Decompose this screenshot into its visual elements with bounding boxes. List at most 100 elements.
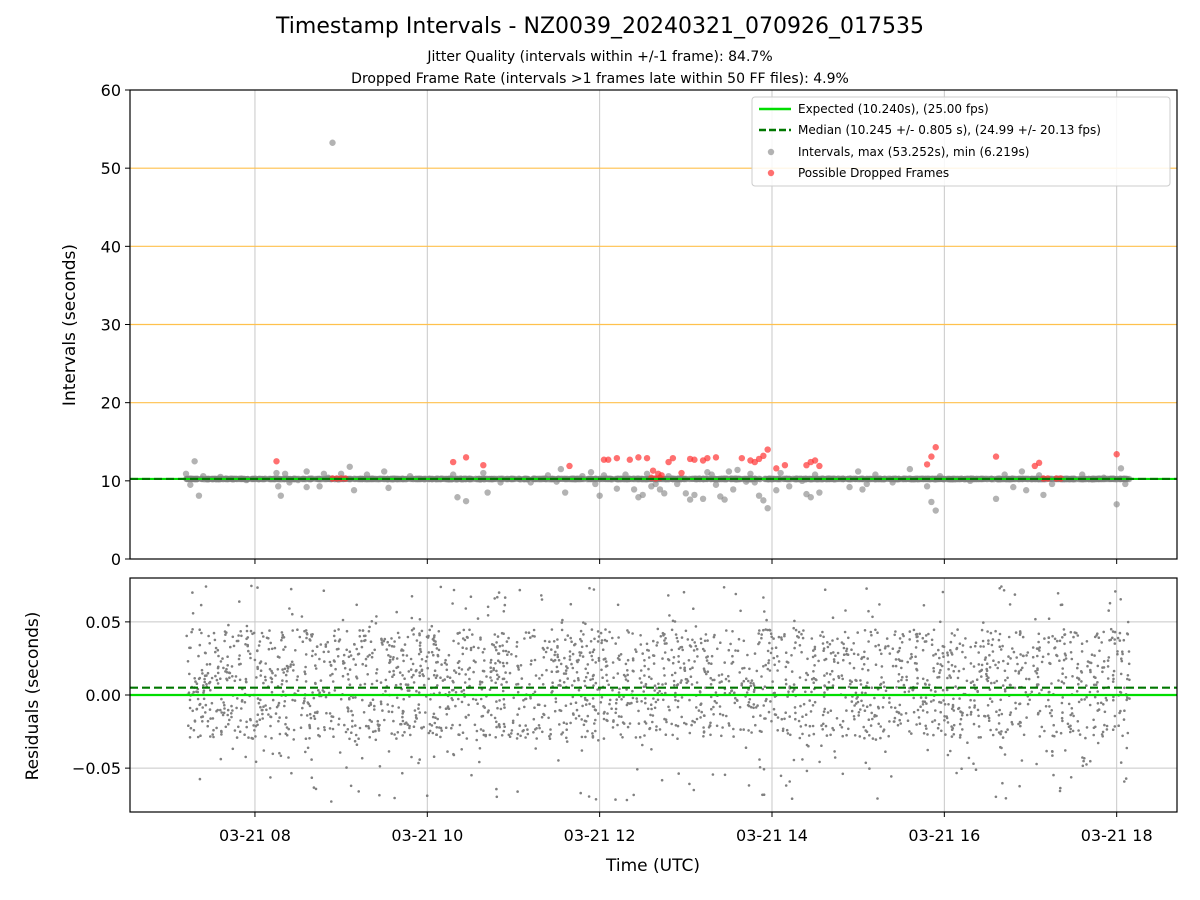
residual-point [638,735,642,739]
residual-point [941,590,945,594]
residual-point [600,641,603,645]
residual-point [829,652,833,655]
residual-point [434,643,438,646]
residual-point [1051,754,1054,757]
residual-point [215,678,219,682]
residual-point [502,632,505,635]
residual-point [1116,650,1119,653]
residual-point [950,632,954,635]
interval-point [686,496,694,503]
residual-point [214,674,217,678]
residual-point [861,704,865,707]
residual-point [946,651,949,654]
residual-point [643,659,646,662]
residual-point [220,730,223,734]
residual-point [836,651,840,655]
residual-point [914,655,917,658]
residual-point [671,661,675,665]
residual-point [651,654,655,657]
residual-point [460,748,464,751]
residual-point [930,643,934,646]
residual-point [1057,679,1060,682]
residual-point [685,722,688,726]
residual-point [284,673,288,677]
residual-point [292,663,295,666]
residual-point [383,718,386,722]
residual-point [233,679,237,683]
residual-point [206,724,209,728]
residual-point [727,648,731,652]
residual-point [584,703,588,706]
residual-point [323,726,326,729]
residual-point [318,691,322,694]
residual-point [574,701,578,704]
residual-point [417,652,421,656]
residual-point [564,669,568,672]
residual-point [656,698,660,702]
residual-point [278,716,281,719]
residual-point [695,647,699,651]
residual-point [262,749,266,752]
residual-point [924,696,928,699]
residual-point [750,731,753,734]
residual-point [484,733,488,737]
residual-point [235,736,239,739]
residual-point [555,665,559,669]
residual-point [831,616,835,619]
residual-point [1067,725,1071,729]
residual-point [799,704,802,708]
residual-point [444,658,447,662]
residual-point [932,733,935,737]
legend-dropped-swatch [767,169,775,177]
residual-point [325,711,328,715]
residual-point [841,734,844,738]
residual-point [185,634,188,638]
residual-point [558,679,562,682]
residual-point [254,760,258,764]
residual-point [622,673,626,677]
residual-point [857,714,860,717]
residual-point [734,649,737,652]
residual-point [1019,724,1022,728]
dropped-frame-point [669,454,677,462]
residual-point [870,711,873,715]
dropped-frame-point [635,454,642,461]
residual-point [492,667,496,670]
residual-point [532,717,536,721]
residual-point [1043,637,1046,640]
interval-points [182,139,1133,514]
residual-point [1036,668,1039,672]
residual-point [812,681,815,684]
legend-intervals-swatch [767,148,775,156]
residual-point [1020,759,1024,762]
residual-point [479,636,482,639]
residual-point [921,648,925,652]
residual-point [997,638,1001,642]
residual-point [1017,672,1021,675]
residual-point [826,645,830,649]
residual-point [593,722,596,725]
residual-point [945,715,948,718]
residual-point [329,663,333,667]
residual-point [976,708,980,712]
dropped-frame-point [605,456,612,463]
residual-point [821,728,824,731]
residual-point [845,649,848,653]
residual-point [538,726,541,730]
residual-point [676,724,680,728]
residual-point [784,711,787,714]
residual-point [534,747,537,750]
residual-point [663,642,667,645]
residual-point [440,729,444,732]
residual-point [856,695,859,699]
residual-point [670,648,673,652]
residual-point [591,658,594,662]
residual-point [482,729,485,732]
residual-point [753,688,756,692]
residual-point [393,640,396,643]
residual-point [208,708,212,711]
residual-point [688,731,692,735]
residual-point [979,736,982,739]
residual-point [223,703,226,707]
residual-point [1085,726,1089,729]
